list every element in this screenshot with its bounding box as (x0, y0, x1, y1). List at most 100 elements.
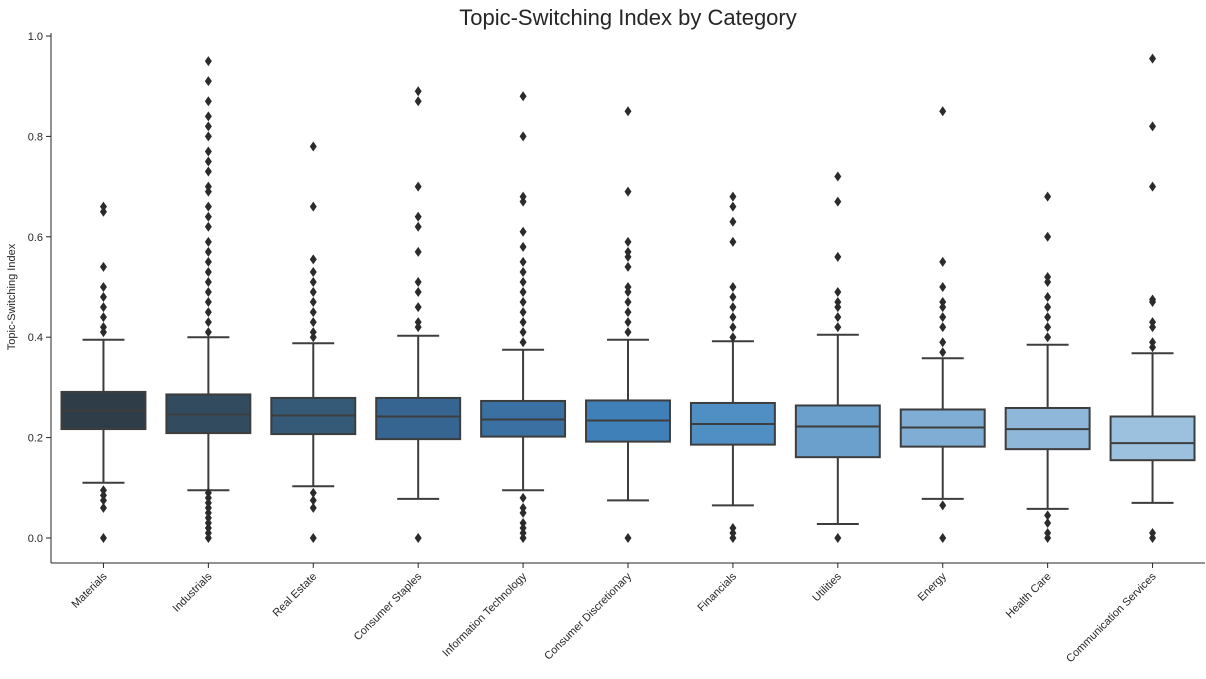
outlier-point (519, 502, 527, 513)
outlier-point (519, 492, 527, 503)
outlier-point (204, 327, 212, 338)
outlier-point (834, 533, 842, 543)
outlier-point (414, 96, 422, 107)
y-tick-label: 0.6 (28, 232, 43, 244)
outlier-point (729, 191, 737, 202)
outlier-point (834, 312, 842, 323)
outlier-point (519, 287, 527, 298)
x-tick-label: Consumer Staples (352, 570, 425, 643)
outlier-point (204, 492, 212, 503)
outlier-point (204, 146, 212, 157)
outlier-point (729, 216, 737, 227)
outlier-point (519, 256, 527, 267)
outlier-point (519, 297, 527, 308)
outlier-point (834, 302, 842, 313)
outlier-point (414, 86, 422, 97)
outlier-point (414, 181, 422, 192)
outlier-point (204, 181, 212, 192)
outlier-point (519, 517, 527, 528)
outlier-point (624, 261, 632, 272)
outlier-point (1149, 342, 1157, 353)
outlier-point (939, 106, 947, 117)
outlier-point (729, 312, 737, 323)
box-consumer-staples (375, 396, 462, 441)
outlier-point (519, 131, 527, 142)
outlier-point (414, 211, 422, 222)
x-tick-label: Real Estate (271, 571, 320, 620)
outlier-point (1044, 527, 1052, 538)
outlier-point (204, 266, 212, 277)
outlier-point (729, 527, 737, 538)
outlier-point (729, 322, 737, 333)
outlier-point (519, 241, 527, 252)
outlier-point (309, 495, 317, 506)
outlier-point (834, 171, 842, 182)
outlier-point (1044, 292, 1052, 303)
outlier-point (99, 261, 107, 272)
outlier-point (309, 287, 317, 298)
outlier-point (1044, 191, 1052, 202)
outlier-point (414, 221, 422, 232)
x-tick-label: Information Technology (440, 570, 529, 659)
outlier-point (1149, 181, 1157, 192)
outlier-point (834, 297, 842, 308)
outlier-point (204, 317, 212, 328)
outlier-point (1149, 322, 1157, 333)
outlier-point (624, 297, 632, 308)
outlier-point (204, 246, 212, 257)
outlier-point (204, 96, 212, 107)
outlier-point (309, 533, 317, 543)
outlier-point (204, 186, 212, 197)
x-tick-label: Health Care (1004, 571, 1054, 621)
outlier-point (99, 327, 107, 338)
outlier-point (99, 485, 107, 496)
outlier-point (939, 500, 947, 511)
outlier-point (834, 322, 842, 333)
outlier-point (309, 307, 317, 318)
outlier-point (1149, 527, 1157, 538)
outlier-point (204, 131, 212, 142)
box-communication-services (1109, 415, 1196, 462)
outlier-point (99, 292, 107, 303)
outlier-point (624, 186, 632, 197)
outlier-point (99, 495, 107, 506)
outlier-point (624, 246, 632, 257)
outlier-point (204, 497, 212, 508)
outlier-point (99, 533, 107, 543)
outlier-point (519, 533, 527, 543)
box-utilities (794, 404, 881, 459)
outlier-point (99, 312, 107, 323)
outlier-point (729, 282, 737, 292)
outlier-point (624, 106, 632, 117)
outlier-point (1044, 302, 1052, 313)
outlier-point (624, 287, 632, 298)
x-tick-label: Financials (696, 570, 740, 614)
outlier-point (519, 317, 527, 328)
outlier-point (1149, 533, 1157, 543)
outlier-point (624, 533, 632, 543)
outlier-point (1044, 312, 1052, 323)
outlier-point (309, 141, 317, 152)
y-tick-label: 0.4 (28, 332, 43, 344)
outlier-point (729, 201, 737, 212)
x-tick-label: Materials (70, 570, 110, 610)
outlier-point (1044, 276, 1052, 287)
outlier-point (519, 527, 527, 538)
outlier-point (519, 191, 527, 202)
outlier-point (519, 327, 527, 338)
outlier-point (729, 332, 737, 343)
outlier-point (204, 211, 212, 222)
outlier-point (204, 201, 212, 212)
outlier-point (1149, 121, 1157, 132)
outlier-point (309, 201, 317, 212)
outlier-point (204, 256, 212, 267)
outlier-point (414, 246, 422, 257)
outlier-point (519, 276, 527, 287)
outlier-point (1149, 53, 1157, 64)
outlier-point (1149, 337, 1157, 348)
outlier-point (1149, 294, 1157, 305)
outlier-point (204, 507, 212, 518)
outlier-point (204, 56, 212, 67)
outlier-point (309, 254, 317, 265)
